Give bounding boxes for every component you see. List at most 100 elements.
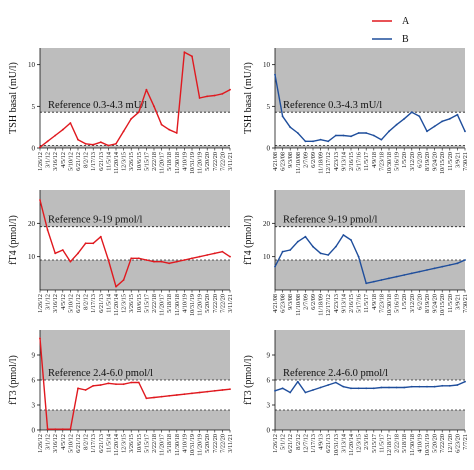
x-tick-label: 5/10/12 [67, 434, 74, 453]
data-point [168, 394, 171, 397]
data-point [229, 255, 231, 258]
data-point [107, 382, 110, 385]
data-point [418, 270, 421, 273]
data-point [350, 135, 352, 138]
x-tick-label: 12/3/15 [356, 434, 363, 453]
x-tick-label: 1/26/12 [272, 434, 279, 453]
data-point [274, 73, 276, 76]
data-point [221, 250, 224, 253]
x-tick-label: 8/2/12 [295, 434, 302, 450]
x-tick-label: 2/3/16 [363, 434, 370, 450]
data-point [130, 117, 133, 120]
data-point [433, 125, 436, 128]
x-tick-label: 6/21/13 [98, 434, 105, 453]
x-tick-label: 9/3/08 [287, 152, 294, 168]
x-tick-label: 12/3/15 [121, 434, 128, 453]
x-tick-label: 11/20/19 [197, 294, 204, 316]
x-tick-label: 4/23/13 [333, 294, 340, 313]
x-tick-label: 2/7/09 [302, 152, 309, 168]
data-point [319, 252, 322, 255]
data-point [39, 337, 41, 340]
x-tick-label: 4/5/12 [60, 434, 67, 450]
x-tick-label: 3/9/21 [454, 152, 461, 168]
data-point [433, 385, 436, 388]
x-tick-label: 6/21/12 [75, 434, 82, 453]
data-point [130, 257, 133, 260]
x-tick-label: 7/30/21 [462, 152, 469, 171]
data-point [153, 105, 155, 108]
x-tick-label: 11/20/19 [197, 152, 204, 174]
data-point [145, 397, 148, 400]
data-point [175, 132, 178, 134]
data-point [388, 277, 390, 280]
y-tick-label: 3 [267, 402, 271, 410]
x-tick-label: 11/18/09 [318, 152, 325, 174]
x-tick-label: 12/7/12 [302, 434, 309, 453]
x-tick-label: 5/16/19 [394, 294, 401, 313]
x-tick-label: 5/10/12 [67, 152, 74, 171]
x-tick-label: 8/2/12 [83, 294, 90, 310]
data-point [388, 386, 390, 389]
y-tick-label: 6 [32, 377, 36, 385]
data-point [319, 386, 322, 389]
x-tick-label: 10/15/20 [439, 294, 446, 316]
y-tick-label: 3 [32, 402, 36, 410]
x-tick-label: 5/15/17 [143, 152, 150, 171]
x-tick-label: 5/18/18 [166, 152, 173, 171]
data-point [77, 387, 79, 390]
data-point [221, 389, 224, 391]
data-point [160, 123, 163, 126]
data-point [84, 389, 87, 391]
x-tick-label: 1/26/12 [37, 434, 44, 453]
x-tick-label: 11/20/17 [159, 152, 166, 174]
data-point [168, 128, 171, 131]
data-point [54, 252, 57, 255]
data-point [342, 385, 345, 388]
x-tick-label: 1/17/13 [90, 152, 97, 171]
x-tick-label: 3/1/12 [45, 294, 52, 310]
data-point [198, 391, 201, 394]
x-tick-label: 12/17/12 [325, 294, 332, 316]
x-tick-label: 11/5/17 [363, 294, 370, 313]
x-tick-label: 3/11/21 [227, 152, 234, 171]
data-point [281, 387, 284, 390]
x-tick-label: 1/26/12 [37, 152, 44, 171]
data-point [403, 274, 406, 276]
y-tick-label: 0 [267, 145, 271, 153]
x-tick-label: 7/22/20 [219, 294, 226, 313]
x-tick-label: 3/1/12 [45, 152, 52, 168]
x-tick-label: 5/17/16 [356, 294, 363, 313]
data-point [312, 245, 314, 248]
x-tick-label: 9/3/08 [287, 294, 294, 310]
data-point [380, 138, 383, 141]
y-axis-label: fT3 (pmol/l) [8, 355, 19, 405]
x-tick-label: 12/17/12 [325, 152, 332, 174]
data-point [441, 120, 444, 123]
series-line-b [274, 74, 466, 143]
x-tick-label: 4/21/08 [272, 294, 279, 313]
x-tick-label: 11/20/17 [159, 434, 166, 456]
y-tick-label: 0 [32, 427, 36, 435]
data-point [160, 260, 163, 263]
x-tick-label: 4/9/18 [371, 152, 378, 168]
reference-band-lower [275, 410, 465, 430]
x-tick-label: 6/21/13 [98, 294, 105, 313]
x-tick-label: 8/2/12 [83, 152, 90, 168]
y-tick-label: 9 [32, 352, 36, 360]
legend-label-b: B [402, 34, 409, 45]
x-tick-label: 12/3/15 [121, 152, 128, 171]
x-tick-label: 10/6/15 [136, 294, 143, 313]
x-tick-label: 5/15/17 [371, 434, 378, 453]
x-tick-label: 11/30/18 [174, 434, 181, 456]
panel-2-0: Reference 2.4-6.0 pmol/l 0 3 6 9 fT3 (pmol/l)… [8, 330, 234, 456]
data-point [456, 262, 459, 265]
data-point [77, 138, 79, 141]
x-tick-label: 11/30/18 [409, 434, 416, 456]
x-tick-label: 7/22/20 [212, 294, 219, 313]
x-tick-label: 9/13/14 [340, 294, 347, 313]
x-tick-label: 1/26/12 [37, 294, 44, 313]
data-point [213, 94, 216, 97]
x-tick-label: 3/26/15 [128, 152, 135, 171]
data-point [372, 280, 375, 283]
x-tick-label: 11/30/18 [174, 152, 181, 174]
